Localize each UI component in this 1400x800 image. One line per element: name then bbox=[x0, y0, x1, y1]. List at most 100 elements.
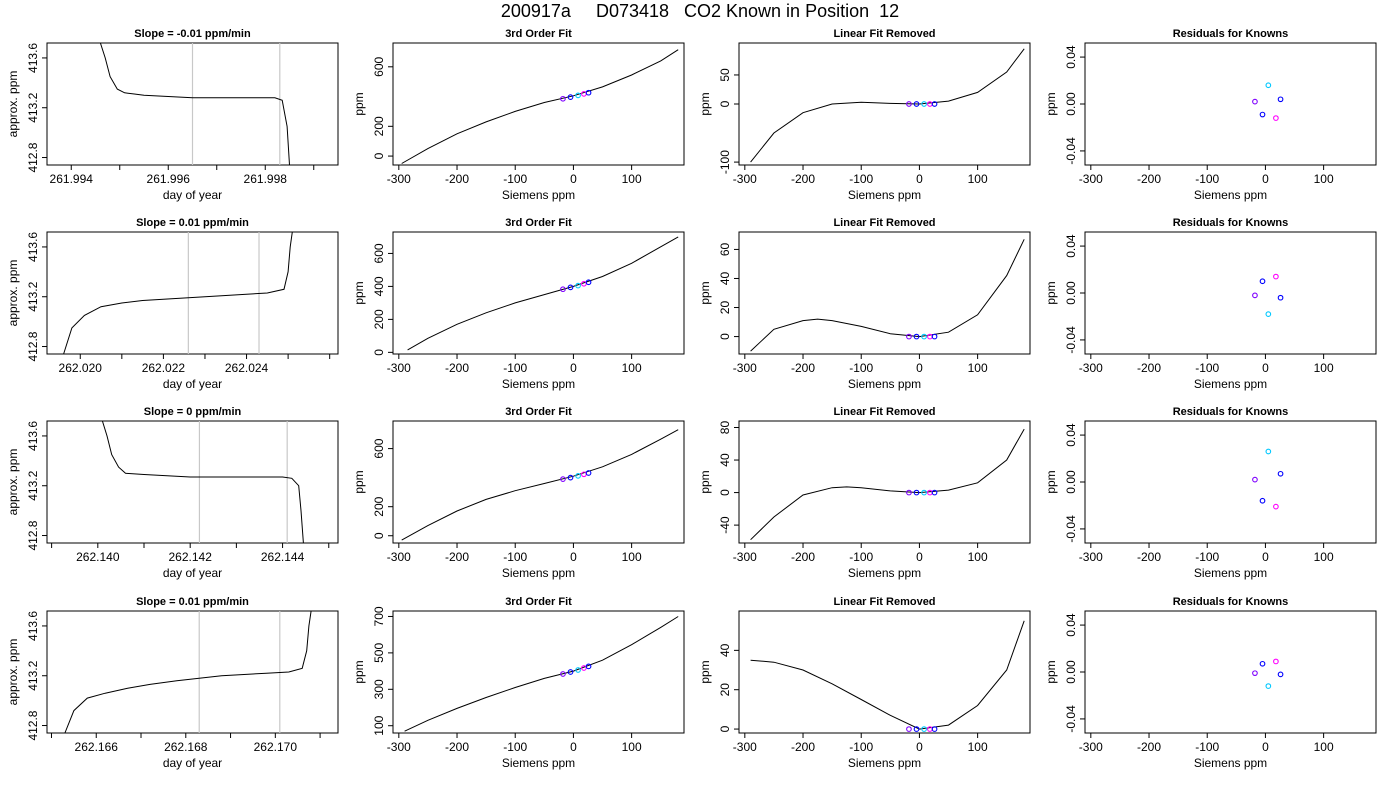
plot-frame bbox=[738, 42, 1031, 166]
plot-frame bbox=[392, 231, 685, 355]
x-tick-label: -300 bbox=[1079, 361, 1103, 375]
x-axis-label: Siemens ppm bbox=[848, 756, 921, 770]
x-tick-label: 262.142 bbox=[168, 550, 212, 564]
known-point bbox=[927, 489, 933, 496]
known-point bbox=[927, 101, 933, 107]
known-point bbox=[1252, 670, 1258, 677]
known-point bbox=[913, 489, 920, 496]
y-tick-label: -0.04 bbox=[1064, 705, 1078, 733]
chart-title: Linear Fit Removed bbox=[833, 217, 935, 229]
x-tick-label: 100 bbox=[968, 172, 988, 186]
x-tick-label: -200 bbox=[1137, 172, 1161, 186]
chart-panel-3-4: Residuals for Knowns -300 -200 -100 0 100 -0.0… bbox=[1044, 406, 1377, 580]
y-axis-label: ppm bbox=[1044, 660, 1058, 683]
data-layer bbox=[1252, 448, 1284, 510]
y-axis-label: approx. ppm bbox=[6, 449, 20, 516]
x-tick-label: 0 bbox=[916, 172, 923, 186]
data-layer bbox=[1252, 273, 1284, 317]
x-axis-label: Siemens ppm bbox=[1194, 188, 1267, 202]
x-tick-label: -100 bbox=[849, 361, 873, 375]
chart-title: Linear Fit Removed bbox=[833, 596, 935, 608]
data-layer bbox=[101, 421, 304, 543]
y-axis-label: approx. ppm bbox=[6, 639, 20, 706]
fit-curve bbox=[404, 616, 679, 732]
y-tick-label: 200 bbox=[372, 309, 386, 329]
y-tick-label: 0.04 bbox=[1064, 423, 1078, 447]
known-point bbox=[1252, 292, 1258, 299]
known-point bbox=[921, 489, 927, 496]
known-point bbox=[906, 101, 912, 107]
y-tick-label: 40 bbox=[718, 643, 732, 657]
x-tick-label: -300 bbox=[733, 361, 757, 375]
x-tick-label: -200 bbox=[1137, 740, 1161, 754]
known-point bbox=[1277, 671, 1284, 678]
y-tick-label: 50 bbox=[718, 68, 732, 82]
x-tick-label: -300 bbox=[1079, 172, 1103, 186]
y-tick-label: 200 bbox=[372, 116, 386, 136]
x-tick-label: -100 bbox=[849, 550, 873, 564]
x-tick-label: -200 bbox=[445, 740, 469, 754]
known-point bbox=[913, 333, 920, 340]
x-tick-label: -100 bbox=[849, 740, 873, 754]
y-tick-label: 0.00 bbox=[1064, 660, 1078, 684]
y-tick-label: 0.00 bbox=[1064, 281, 1078, 305]
y-tick-label: 600 bbox=[372, 438, 386, 458]
y-axis-label: approx. ppm bbox=[6, 260, 20, 327]
x-tick-label: -300 bbox=[387, 550, 411, 564]
x-axis-label: Siemens ppm bbox=[502, 377, 575, 391]
known-point bbox=[1277, 470, 1284, 477]
plot-frame bbox=[1084, 231, 1377, 355]
x-tick-label: -200 bbox=[1137, 361, 1161, 375]
fit-curve bbox=[750, 428, 1025, 541]
y-axis-label: ppm bbox=[1044, 470, 1058, 493]
y-tick-label: 413.2 bbox=[26, 281, 40, 311]
x-tick-label: -100 bbox=[503, 361, 527, 375]
y-axis-label: ppm bbox=[352, 470, 366, 493]
x-tick-label: 100 bbox=[1314, 740, 1334, 754]
known-point bbox=[1273, 273, 1279, 280]
y-tick-label: 412.8 bbox=[26, 520, 40, 550]
y-tick-label: 0.04 bbox=[1064, 613, 1078, 637]
chart-panel-2-4: Residuals for Knowns -300 -200 -100 0 100 -0.0… bbox=[1044, 217, 1377, 391]
x-tick-label: -300 bbox=[733, 740, 757, 754]
chart-panel-2-1: Slope = 0.01 ppm/min 262.020 262.022 262.02… bbox=[6, 217, 339, 391]
known-point bbox=[921, 726, 927, 732]
x-tick-label: 0 bbox=[916, 550, 923, 564]
y-tick-label: 0.04 bbox=[1064, 45, 1078, 69]
y-tick-label: 0 bbox=[718, 100, 732, 107]
data-layer bbox=[63, 232, 293, 354]
x-axis-label: Siemens ppm bbox=[1194, 756, 1267, 770]
known-point bbox=[581, 665, 587, 671]
known-point bbox=[575, 92, 581, 99]
x-tick-label: -300 bbox=[387, 361, 411, 375]
data-layer bbox=[750, 239, 1025, 352]
known-point bbox=[1277, 294, 1284, 301]
x-tick-label: -200 bbox=[445, 550, 469, 564]
chart-panel-4-1: Slope = 0.01 ppm/min 262.166 262.168 262.17… bbox=[6, 596, 339, 770]
x-tick-label: 100 bbox=[968, 361, 988, 375]
concentration-trace bbox=[63, 232, 293, 354]
plot-frame bbox=[392, 420, 685, 544]
y-axis-label: ppm bbox=[1044, 281, 1058, 304]
x-tick-label: -300 bbox=[1079, 740, 1103, 754]
chart-panel-3-2: 3rd Order Fit -300 -200 -100 0 100 0 200 600 Siem… bbox=[352, 406, 685, 580]
data-layer bbox=[750, 620, 1025, 732]
x-axis-label: Siemens ppm bbox=[502, 188, 575, 202]
y-tick-label: 0 bbox=[372, 152, 386, 159]
data-layer bbox=[750, 48, 1025, 163]
y-tick-label: 20 bbox=[718, 301, 732, 315]
known-point bbox=[1252, 476, 1258, 483]
y-axis-label: ppm bbox=[352, 660, 366, 683]
chart-title: Residuals for Knowns bbox=[1173, 596, 1289, 608]
known-point bbox=[931, 726, 938, 732]
known-point bbox=[567, 284, 574, 291]
x-tick-label: 262.024 bbox=[225, 361, 269, 375]
chart-panel-1-1: Slope = -0.01 ppm/min 261.994 261.996 261.9… bbox=[6, 28, 339, 202]
x-tick-label: 262.140 bbox=[76, 550, 120, 564]
x-tick-label: 0 bbox=[916, 361, 923, 375]
plot-frame bbox=[46, 610, 339, 734]
known-point bbox=[931, 101, 938, 107]
x-tick-label: 0 bbox=[570, 550, 577, 564]
y-tick-label: 412.8 bbox=[26, 710, 40, 740]
